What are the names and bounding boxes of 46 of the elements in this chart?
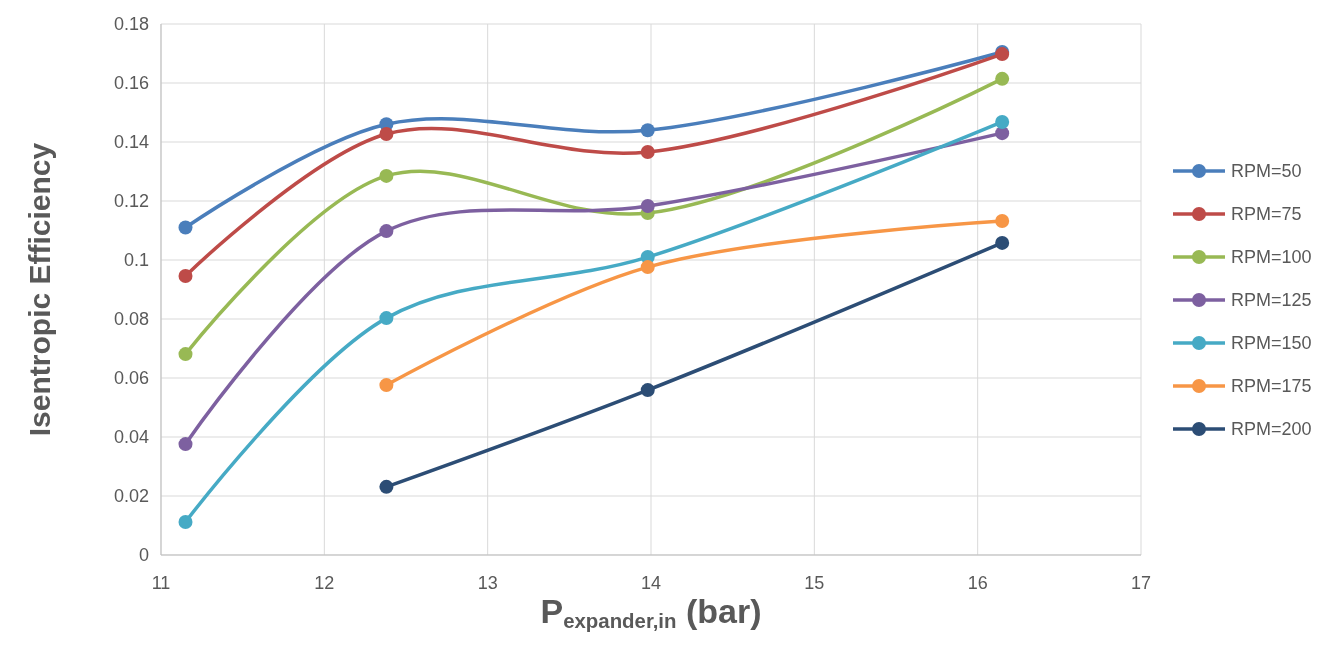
x-tick-label: 17	[1130, 573, 1152, 593]
point	[178, 220, 193, 235]
point	[379, 378, 394, 393]
point	[379, 479, 394, 494]
point	[640, 145, 655, 160]
y-tick-label: 0.18	[113, 14, 149, 34]
y-tick-label: 0.14	[113, 132, 149, 152]
y-tick-label: 0.12	[113, 191, 149, 211]
y-tick-label: 0.06	[113, 368, 149, 388]
x-tick-label: 11	[151, 573, 171, 593]
point	[178, 268, 193, 283]
point	[640, 383, 655, 398]
x-tick-label: 13	[477, 573, 498, 593]
y-tick-label: 0	[138, 545, 149, 565]
y-tick-label: 0.1	[123, 250, 149, 270]
y-tick-label: 0.02	[113, 486, 149, 506]
legend-label: RPM=175	[1231, 376, 1312, 396]
point	[379, 168, 394, 183]
x-tick-label: 12	[314, 573, 335, 593]
x-tick-label: 16	[967, 573, 988, 593]
point	[178, 347, 193, 362]
y-tick-label: 0.04	[113, 427, 149, 447]
point	[379, 311, 394, 326]
y-tick-label: 0.08	[113, 309, 149, 329]
legend-label: RPM=125	[1231, 290, 1312, 310]
x-axis-title: P$_{expander,in}$ (bar)	[540, 592, 762, 632]
point	[995, 235, 1010, 250]
legend-label: RPM=75	[1231, 204, 1302, 224]
point	[995, 71, 1010, 86]
x-tick-label: 14	[640, 573, 662, 593]
legend-label: RPM=150	[1231, 333, 1312, 353]
legend-label: RPM=200	[1231, 419, 1312, 439]
point	[178, 514, 193, 529]
legend-label: RPM=50	[1231, 161, 1302, 181]
point	[640, 260, 655, 275]
point	[640, 199, 655, 214]
point	[995, 214, 1010, 229]
x-tick-label: 15	[804, 573, 825, 593]
point	[178, 437, 193, 452]
legend-label: RPM=100	[1231, 247, 1312, 267]
point	[379, 224, 394, 239]
y-tick-label: 0.16	[113, 73, 149, 93]
point	[379, 127, 394, 142]
y-axis-title: Isentropic Efficiency	[23, 142, 56, 437]
point	[640, 123, 655, 138]
point	[995, 114, 1010, 129]
